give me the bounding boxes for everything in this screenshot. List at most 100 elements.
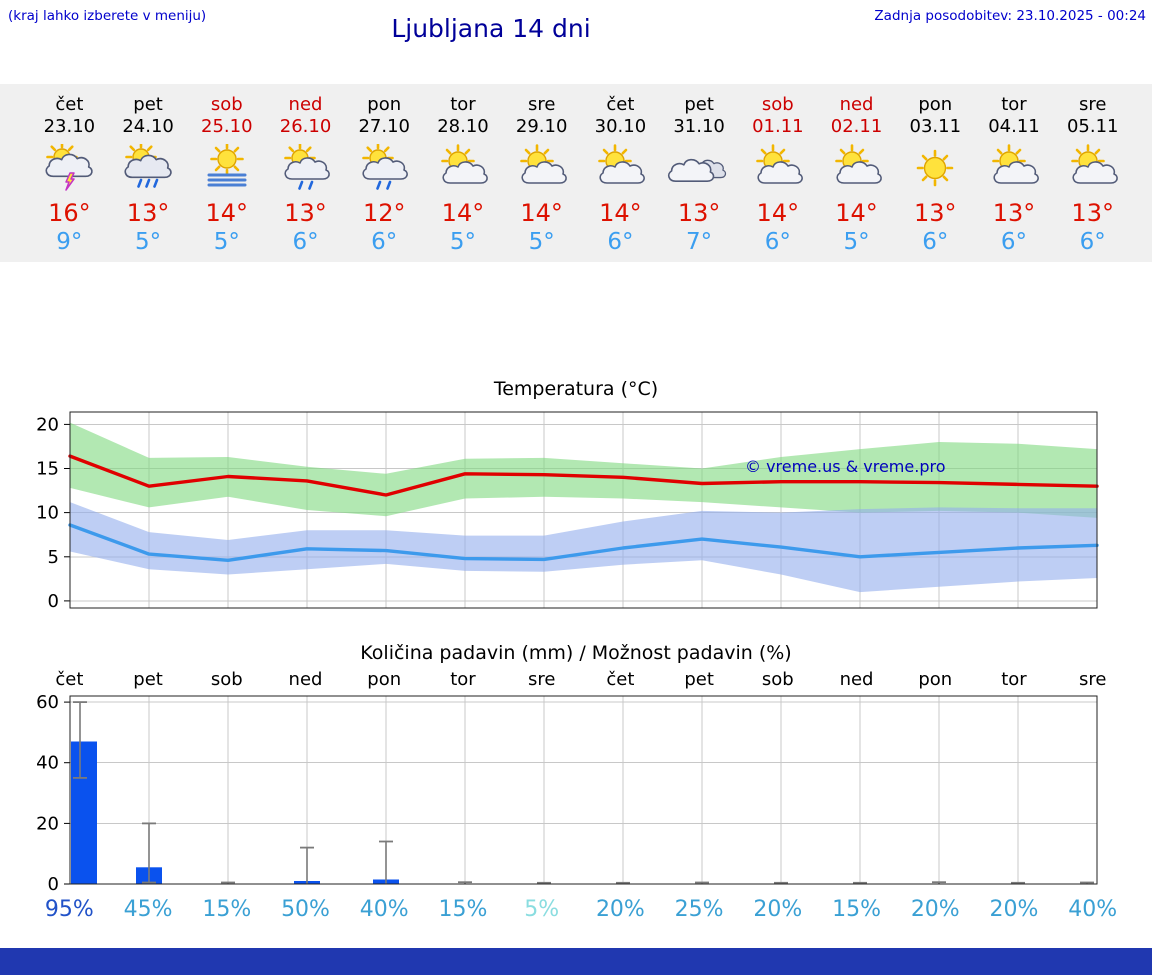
day-name: pet — [684, 94, 714, 115]
day-date: 25.10 — [201, 116, 253, 137]
day-low-temp: 5° — [449, 229, 477, 255]
precip-probability: 40% — [359, 897, 409, 922]
showers-weather-icon — [266, 138, 345, 196]
temperature-chart: 0 5 10 15 20 © vreme.us & vreme.pro — [36, 411, 1099, 612]
day-low-temp: 6° — [292, 229, 319, 255]
forecast-day-column: sre 05.11 13° 6° — [1053, 94, 1132, 255]
menu-hint-text: (kraj lahko izberete v meniju) — [8, 8, 207, 24]
svg-text:0: 0 — [48, 874, 59, 892]
storm-weather-icon — [30, 138, 109, 196]
day-high-temp: 14° — [441, 199, 485, 227]
day-high-temp: 14° — [520, 199, 563, 227]
precip-probability: 40% — [1068, 897, 1118, 922]
precip-probability: 45% — [123, 897, 173, 922]
day-high-temp: 13° — [913, 199, 957, 227]
svg-text:0: 0 — [48, 591, 59, 612]
svg-text:5: 5 — [48, 547, 59, 568]
partly-weather-icon — [1053, 138, 1132, 196]
forecast-day-column: tor 04.11 13° 6° — [975, 94, 1054, 255]
forecast-day-column: pet 31.10 13° 7° — [660, 94, 739, 255]
svg-text:20: 20 — [36, 414, 59, 435]
precip-probability: 20% — [595, 897, 645, 922]
forecast-day-column: pet 24.10 13° 5° — [109, 94, 188, 255]
day-high-temp: 12° — [362, 199, 406, 227]
day-name: tor — [1001, 94, 1027, 115]
day-date: 03.11 — [909, 116, 962, 137]
precip-probability: 20% — [989, 897, 1039, 922]
precip-probability: 15% — [832, 897, 881, 922]
day-high-temp: 13° — [992, 199, 1036, 227]
day-high-temp: 13° — [1071, 199, 1114, 227]
precip-day-label: tor — [450, 669, 476, 690]
precip-day-label: pet — [684, 669, 714, 690]
day-high-temp: 14° — [835, 199, 878, 227]
precip-day-label: čet — [55, 669, 84, 690]
partly-weather-icon — [817, 138, 896, 196]
precip-day-label: pon — [367, 669, 402, 690]
partly-weather-icon — [738, 138, 817, 196]
day-low-temp: 6° — [1079, 229, 1106, 255]
precip-day-label: čet — [606, 669, 635, 690]
day-low-temp: 5° — [528, 229, 555, 255]
forecast-day-column: ned 02.11 14° 5° — [817, 94, 896, 255]
day-high-temp: 13° — [677, 199, 721, 227]
cloudy-weather-icon — [660, 138, 739, 196]
day-low-temp: 7° — [686, 229, 713, 255]
precip-day-label: ned — [839, 669, 874, 690]
showers-weather-icon — [345, 138, 424, 196]
day-name: čet — [606, 94, 635, 115]
rain-weather-icon — [109, 138, 188, 196]
fog-weather-icon — [187, 138, 266, 196]
day-date: 27.10 — [358, 116, 410, 137]
day-name: sob — [761, 94, 794, 115]
temperature-chart-title: Temperatura (°C) — [493, 378, 659, 400]
footer-bar — [0, 948, 1152, 975]
day-high-temp: 16° — [48, 199, 91, 227]
precipitation-probability-row: 95% 45% 15% 50% 40% 15% 5% 20% 25% 20% 15% 20% 20% 40… — [0, 896, 1152, 924]
last-update-text: Zadnja posodobitev: 23.10.2025 - 00:24 — [874, 8, 1146, 24]
precip-day-label: tor — [1001, 669, 1027, 690]
svg-text:40: 40 — [36, 753, 59, 774]
day-name: sre — [1078, 94, 1107, 115]
precip-probability: 25% — [674, 897, 724, 922]
day-date: 24.10 — [122, 116, 174, 137]
day-date: 29.10 — [515, 116, 568, 137]
day-name: ned — [288, 94, 323, 115]
day-date: 23.10 — [43, 116, 96, 137]
day-low-temp: 5° — [213, 229, 240, 255]
partly-weather-icon — [581, 138, 660, 196]
forecast-day-column: pon 27.10 12° 6° — [345, 94, 424, 255]
precip-day-label: pon — [918, 669, 953, 690]
day-high-temp: 14° — [756, 199, 800, 227]
precip-bar — [71, 741, 97, 884]
precip-probability: 50% — [281, 897, 330, 922]
forecast-day-column: sre 29.10 14° 5° — [502, 94, 581, 255]
precip-day-label: sre — [1078, 669, 1107, 690]
day-low-temp: 6° — [1000, 229, 1028, 255]
partly-weather-icon — [424, 138, 503, 196]
day-name: ned — [839, 94, 874, 115]
day-low-temp: 9° — [56, 229, 83, 255]
forecast-strip: čet 23.10 16° 9° pet 24.10 13° 5° sob 25.10 14° 5° n… — [0, 84, 1152, 262]
precipitation-chart: 0 20 40 60 — [36, 692, 1098, 892]
forecast-day-column: tor 28.10 14° 5° — [424, 94, 503, 255]
day-low-temp: 6° — [764, 229, 791, 255]
day-high-temp: 13° — [284, 199, 327, 227]
precip-day-label: sob — [210, 669, 243, 690]
day-date: 05.11 — [1066, 116, 1119, 137]
page-header: (kraj lahko izberete v meniju) Ljubljana… — [0, 0, 1152, 84]
day-name: tor — [450, 94, 476, 115]
precip-probability: 20% — [910, 897, 960, 922]
day-high-temp: 14° — [205, 199, 249, 227]
day-name: sre — [527, 94, 556, 115]
forecast-day-column: pon 03.11 13° 6° — [896, 94, 975, 255]
day-name: pet — [133, 94, 163, 115]
precip-day-label: sre — [527, 669, 556, 690]
svg-text:10: 10 — [36, 503, 59, 524]
partly-weather-icon — [502, 138, 581, 196]
precipitation-day-labels: čet pet sob ned pon tor sre čet pet sob ned pon tor s… — [0, 668, 1152, 692]
day-date: 30.10 — [594, 116, 647, 137]
precip-probability: 15% — [438, 897, 488, 922]
day-high-temp: 13° — [126, 199, 170, 227]
